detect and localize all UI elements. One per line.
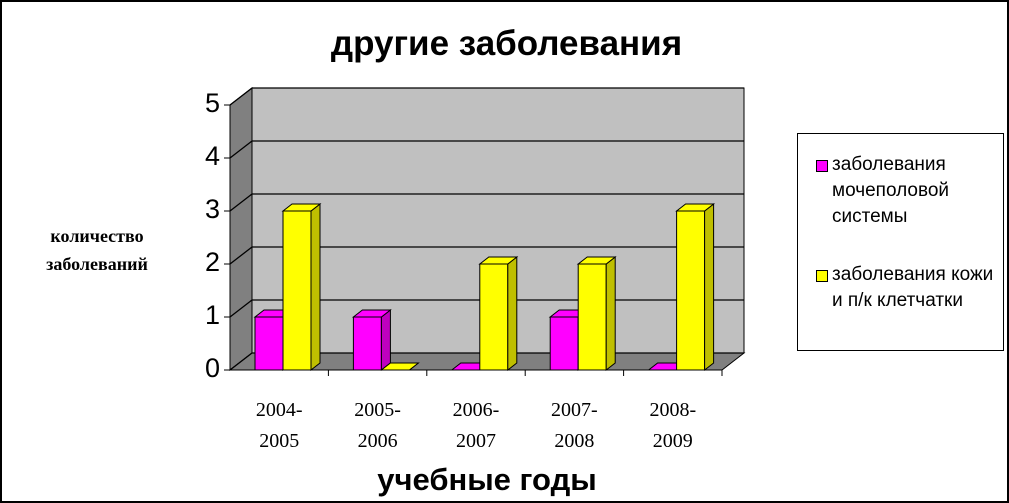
y-tick-label: 4 bbox=[204, 141, 220, 171]
bar-front bbox=[479, 263, 509, 371]
y-tick-label: 0 bbox=[204, 353, 220, 383]
bar-top bbox=[281, 203, 322, 212]
bar-top bbox=[379, 362, 420, 371]
y-axis-label: количество заболеваний bbox=[46, 226, 148, 274]
legend bbox=[797, 133, 1004, 351]
legend-label: заболевания кожи и п/к клетчатки bbox=[832, 264, 994, 311]
grid-line bbox=[229, 87, 744, 106]
bar bbox=[675, 202, 716, 372]
chart-title: другие заболевания bbox=[330, 24, 683, 63]
x-axis-label: учебные годы bbox=[377, 462, 597, 497]
side-wall bbox=[229, 86, 253, 372]
y-tick-label: 2 bbox=[204, 247, 220, 277]
y-tick-label: 5 bbox=[204, 88, 220, 118]
bar-front bbox=[254, 316, 284, 371]
grid-line bbox=[229, 193, 744, 212]
bar bbox=[379, 362, 420, 371]
bar bbox=[281, 202, 322, 372]
bar-side bbox=[507, 255, 518, 372]
bar-side bbox=[704, 202, 715, 372]
bar bbox=[351, 308, 392, 372]
bar-side bbox=[605, 255, 616, 372]
x-tick-label: 2008-2009 bbox=[649, 399, 697, 452]
bar-front bbox=[549, 316, 579, 371]
legend-label: заболевания мочеполовой системы bbox=[832, 154, 950, 227]
bar-side bbox=[310, 202, 321, 372]
bar-top bbox=[576, 256, 617, 265]
bar-front bbox=[282, 210, 312, 371]
legend-swatch bbox=[816, 160, 828, 172]
x-tick-label: 2005-2006 bbox=[354, 399, 401, 452]
bar-front bbox=[352, 316, 382, 371]
bar bbox=[576, 255, 617, 372]
bar-front bbox=[676, 210, 706, 371]
x-tick-label: 2007-2008 bbox=[551, 399, 598, 452]
x-tick-label: 2004-2005 bbox=[255, 399, 303, 452]
bar-top bbox=[351, 309, 392, 318]
bar bbox=[478, 255, 519, 372]
grid-line bbox=[229, 246, 744, 265]
bar-top bbox=[478, 256, 519, 265]
bar-side bbox=[380, 308, 391, 372]
grid-line bbox=[229, 140, 744, 159]
legend-swatch bbox=[816, 270, 828, 282]
bar-top bbox=[675, 203, 716, 212]
x-tick-label: 2006-2007 bbox=[452, 399, 500, 452]
bar-front bbox=[577, 263, 607, 371]
y-tick-label: 1 bbox=[204, 300, 220, 330]
y-tick-label: 3 bbox=[204, 194, 220, 224]
